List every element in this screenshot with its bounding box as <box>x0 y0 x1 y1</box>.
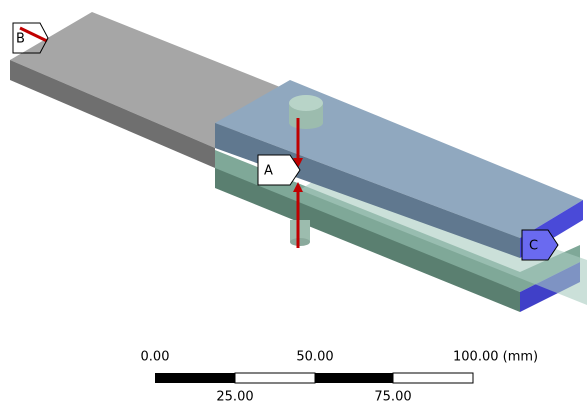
scale-segment <box>155 373 235 383</box>
scale-label: 25.00 <box>216 390 253 405</box>
tag-label: B <box>16 32 25 47</box>
scale-bar: 0.00 50.00 100.00 (mm) 25.00 75.00 <box>141 350 539 405</box>
scale-segment <box>315 373 393 383</box>
tag-label: A <box>264 164 273 179</box>
tag-label: C <box>529 239 538 254</box>
scale-label: 50.00 <box>296 350 333 365</box>
scale-segment <box>235 373 315 383</box>
bolt-end <box>290 238 310 246</box>
bolt-head-top <box>289 95 323 111</box>
scale-label: 0.00 <box>141 350 170 365</box>
scale-segment <box>393 373 473 383</box>
bolt-head-bottom <box>289 117 323 129</box>
scale-label: 75.00 <box>374 390 411 405</box>
viewport: A B C 0.00 50.00 100.00 (mm) 25.00 75.00 <box>0 0 587 405</box>
scale-label: 100.00 (mm) <box>453 350 538 365</box>
